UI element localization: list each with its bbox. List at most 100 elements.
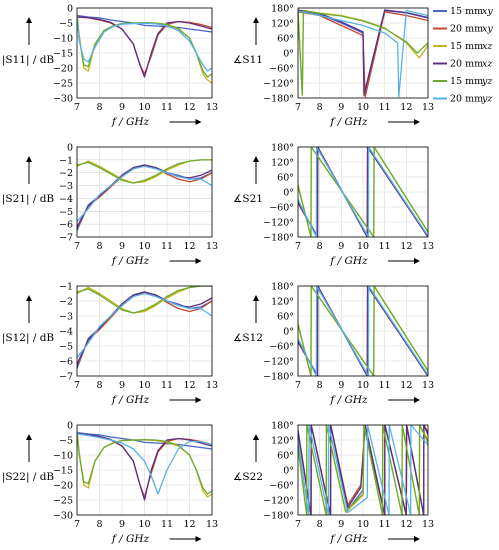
- x-tick-label: 13: [206, 102, 218, 113]
- x-tick-label: 11: [161, 102, 173, 113]
- x-tick-label: 13: [422, 380, 434, 391]
- panel-phase_s12: 180° 120° 60° 0° −60° −120° −180°7 8 9 10 11 12 13 f …: [233, 282, 434, 407]
- x-axis-label: f / GHz: [111, 116, 150, 128]
- x-tick-label: 9: [338, 241, 344, 252]
- y-tick-label: −15: [53, 466, 73, 477]
- legend-plane: yz: [481, 76, 493, 87]
- y-tick-label: −4: [59, 194, 73, 205]
- x-tick-label: 12: [400, 519, 412, 530]
- x-axis-arrowhead: [414, 397, 420, 403]
- y-axis-label: |S22| / dB: [2, 471, 55, 484]
- series-line-20mm_xz: [298, 9, 428, 95]
- x-axis-arrowhead: [414, 536, 420, 542]
- x-axis-arrowhead: [195, 119, 202, 125]
- y-tick-label: 0°: [283, 327, 294, 338]
- x-tick-label: 10: [138, 380, 150, 391]
- legend-size: 20 mm: [450, 24, 483, 35]
- x-axis-arrowhead: [414, 258, 420, 264]
- x-axis-label: f / GHz: [329, 533, 368, 545]
- y-axis-arrowhead: [26, 434, 32, 440]
- y-tick-label: −3: [59, 181, 73, 192]
- x-tick-label: 10: [138, 102, 150, 113]
- x-tick-label: 7: [295, 241, 301, 252]
- series-line-20mm_xz: [298, 425, 428, 515]
- x-tick-label: 11: [161, 519, 173, 530]
- y-tick-label: 120°: [271, 19, 294, 30]
- y-tick-label: −2: [59, 168, 73, 179]
- y-axis-arrowhead: [26, 17, 32, 23]
- x-tick-label: 7: [74, 241, 80, 252]
- y-axis-arrowhead: [253, 156, 259, 162]
- x-tick-label: 7: [295, 380, 301, 391]
- x-tick-label: 13: [422, 519, 434, 530]
- y-tick-label: −120°: [263, 357, 294, 368]
- y-axis-arrowhead: [253, 17, 259, 23]
- y-tick-label: 120°: [271, 158, 294, 169]
- series-line-15mm_xy: [77, 14, 212, 33]
- x-tick-label: 9: [119, 102, 125, 113]
- y-tick-label: −25: [53, 496, 73, 507]
- y-axis-label: ∡S22: [233, 471, 263, 483]
- x-tick-label: 8: [317, 519, 323, 530]
- y-tick-label: −30: [53, 94, 73, 105]
- y-axis-arrowhead: [26, 295, 32, 301]
- legend-size: 20 mm: [450, 94, 483, 105]
- x-tick-label: 12: [183, 241, 195, 252]
- series-line-15mm_yz: [77, 432, 212, 495]
- x-axis-label: f / GHz: [329, 394, 368, 406]
- legend-size: 15 mm: [450, 6, 483, 17]
- panel-mag_s21: 0−1 −2 −3 −4 −5 −6 −77 8 9 10 11 12 13 f / GHz |S21| /…: [2, 143, 218, 268]
- panel-phase_s11: 180° 120° 60° 0° −60° −120° −180°7 8 9 10 11 12 13 f …: [233, 4, 434, 129]
- y-tick-label: 180°: [271, 143, 294, 154]
- x-tick-label: 13: [206, 380, 218, 391]
- y-tick-label: −15: [53, 49, 73, 60]
- y-axis-arrowhead: [253, 295, 259, 301]
- x-tick-label: 8: [317, 241, 323, 252]
- y-tick-label: 120°: [271, 436, 294, 447]
- y-tick-label: 60°: [277, 173, 294, 184]
- y-axis-label: ∡S11: [233, 54, 263, 66]
- y-tick-label: 0: [67, 143, 73, 154]
- y-tick-label: 180°: [271, 4, 294, 15]
- y-tick-label: −5: [59, 342, 73, 353]
- y-tick-label: −60°: [269, 64, 294, 75]
- x-tick-label: 12: [400, 380, 412, 391]
- x-tick-label: 11: [161, 241, 173, 252]
- series-line-15mm_yz: [77, 159, 212, 184]
- y-tick-label: −120°: [263, 79, 294, 90]
- y-tick-label: 60°: [277, 34, 294, 45]
- y-tick-label: 180°: [271, 282, 294, 293]
- x-tick-label: 10: [138, 241, 150, 252]
- legend-plane: xz: [482, 59, 493, 70]
- x-tick-label: 12: [400, 102, 412, 113]
- x-tick-label: 11: [379, 102, 391, 113]
- x-tick-label: 9: [119, 241, 125, 252]
- x-axis-label: f / GHz: [111, 533, 150, 545]
- x-tick-label: 9: [338, 519, 344, 530]
- y-axis-label: |S12| / dB: [2, 332, 55, 345]
- series-line-20mm_yz: [298, 286, 428, 376]
- y-tick-label: −7: [59, 372, 73, 383]
- legend-size: 15 mm: [450, 76, 483, 87]
- y-tick-label: 60°: [277, 451, 294, 462]
- x-tick-label: 10: [357, 102, 369, 113]
- panel-mag_s11: 0 −5 −10 −15 −20 −25 −307 8 9 10 11 12 13 f / GHz |S11…: [2, 4, 218, 129]
- y-tick-label: −5: [59, 207, 73, 218]
- x-tick-label: 9: [338, 380, 344, 391]
- y-tick-label: −20: [53, 64, 73, 75]
- y-tick-label: −120°: [263, 496, 294, 507]
- x-axis-label: f / GHz: [329, 255, 368, 267]
- y-axis-label: |S11| / dB: [2, 54, 55, 67]
- y-tick-label: −60°: [269, 203, 294, 214]
- x-tick-label: 7: [295, 102, 301, 113]
- y-tick-label: −7: [59, 233, 73, 244]
- x-tick-label: 7: [295, 519, 301, 530]
- x-tick-label: 7: [74, 102, 80, 113]
- legend-plane: xy: [482, 6, 493, 17]
- panel-phase_s21: 180° 120° 60° 0° −60° −120° −180°7 8 9 10 11 12 13 f …: [233, 143, 434, 268]
- legend-plane: yz: [481, 94, 493, 105]
